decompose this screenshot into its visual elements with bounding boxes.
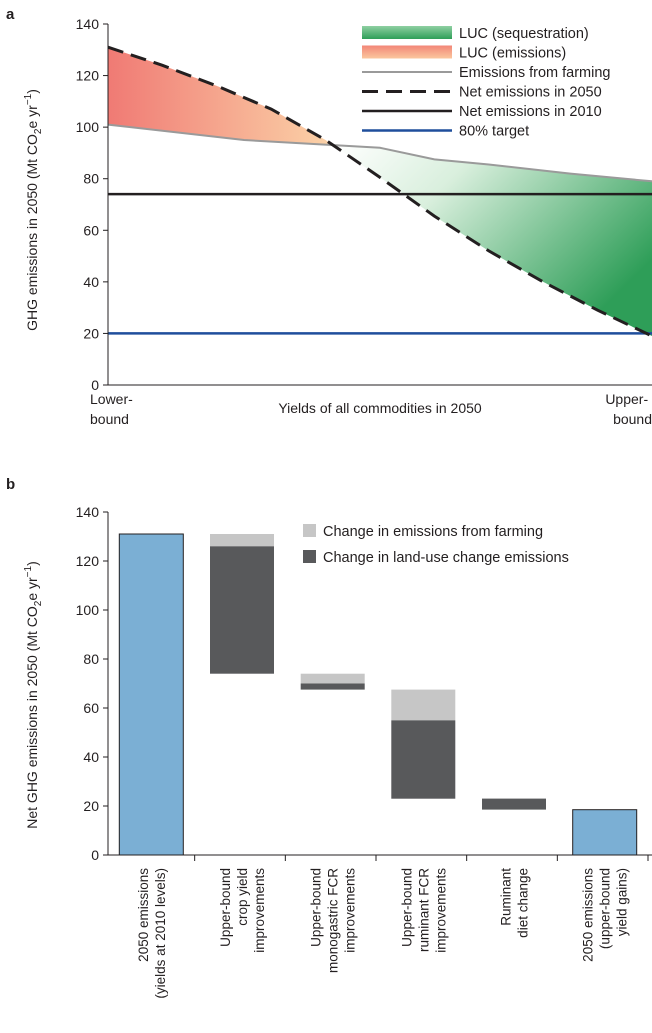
panel-a-y-tick-label: 0 — [91, 377, 99, 393]
panel-b-category-labels: 2050 emissions (yields at 2010 levels) Upp… — [136, 868, 630, 999]
category-label-0: 2050 emissions (yields at 2010 levels) — [136, 868, 168, 999]
panel-b-axes: 0 20 40 60 80 100 120 140 — [76, 504, 652, 863]
panel-b-y-tick-label: 40 — [83, 749, 99, 765]
category-label-2: Upper-bound monogastric FCR improvements — [309, 868, 358, 973]
bar-1-segment-1 — [210, 546, 274, 674]
panel-b-y-axis-label: Net GHG emissions in 2050 (Mt CO2e yr−1) — [23, 561, 44, 829]
panel-a-y-tick-label: 20 — [83, 325, 99, 341]
panel-b-y-tick-label: 0 — [91, 847, 99, 863]
panel-a-legend: LUC (sequestration) LUC (emissions) Emissi… — [362, 26, 610, 140]
panel-a-x-right-label: Upper- bound — [605, 391, 652, 427]
bar-1-segment-0 — [210, 534, 274, 547]
panel-a-y-axis-label: GHG emissions in 2050 (Mt CO2e yr−1) — [23, 89, 44, 331]
bar-4-segment-0 — [482, 798, 546, 810]
bar-5-segment-0 — [572, 809, 638, 856]
bar-legend-swatch-0 — [303, 524, 316, 537]
legend-label-2: Emissions from farming — [459, 65, 610, 81]
luc-emissions-area — [108, 47, 334, 146]
panel-b-y-tick-label: 20 — [83, 798, 99, 814]
panel-a-x-axis-label: Yields of all commodities in 2050 — [278, 400, 482, 416]
legend-label-4: Net emissions in 2010 — [459, 104, 602, 120]
panel-a-y-tick-label: 120 — [76, 68, 100, 84]
panel-b-y-tick-label: 100 — [76, 602, 100, 618]
legend-label-3: Net emissions in 2050 — [459, 85, 602, 101]
net-emissions-2050-line — [107, 45, 652, 338]
bar-2-segment-0 — [300, 673, 365, 684]
bar-legend-label-0: Change in emissions from farming — [323, 524, 543, 540]
panel-b-legend: Change in emissions from farming Change i… — [303, 524, 569, 566]
luc-sequestration-area — [333, 145, 652, 337]
bar-2-segment-1 — [300, 683, 365, 690]
panel-b-y-tick-label: 80 — [83, 651, 99, 667]
panel-b-bars — [118, 533, 638, 856]
bar-legend-swatch-1 — [303, 550, 316, 563]
farming-emissions-line — [107, 123, 652, 183]
panel-a-y-tick-label: 40 — [83, 274, 99, 290]
panel-a-y-tick-label: 80 — [83, 171, 99, 187]
panel-b-chart: 0 20 40 60 80 100 120 140 Change in emissions f… — [76, 504, 652, 999]
panel-a-lines — [107, 45, 652, 338]
panel-a-y-tick-label: 140 — [76, 16, 100, 32]
legend-label-0: LUC (sequestration) — [459, 26, 589, 42]
panel-b-y-tick-label: 60 — [83, 700, 99, 716]
panel-a-axes: 0 20 40 60 80 100 120 140 — [76, 16, 652, 393]
panel-a-x-left-label: Lower- bound — [90, 391, 137, 427]
bar-3-segment-1 — [391, 720, 456, 799]
category-label-4: Ruminant diet change — [499, 868, 531, 938]
panel-b-y-tick-label: 140 — [76, 504, 100, 520]
panel-b-y-tick-label: 120 — [76, 553, 100, 569]
category-label-3: Upper-bound ruminant FCR improvements — [399, 868, 448, 953]
category-label-1: Upper-bound crop yield improvements — [218, 868, 267, 953]
bar-3-segment-0 — [391, 689, 456, 721]
bar-0-segment-0 — [118, 533, 184, 856]
legend-swatch-0 — [362, 26, 452, 39]
category-label-5: 2050 emissions (upper-bound yield gains) — [581, 868, 630, 962]
legend-label-1: LUC (emissions) — [459, 46, 566, 62]
panel-a-letter: a — [6, 6, 15, 23]
panel-b-letter: b — [6, 476, 15, 493]
legend-swatch-1 — [362, 45, 452, 59]
bar-legend-label-1: Change in land-use change emissions — [323, 550, 569, 566]
panel-a-areas — [108, 47, 652, 337]
legend-label-5: 80% target — [459, 124, 529, 140]
panel-a-y-tick-label: 60 — [83, 222, 99, 238]
panel-a-y-tick-label: 100 — [76, 119, 100, 135]
